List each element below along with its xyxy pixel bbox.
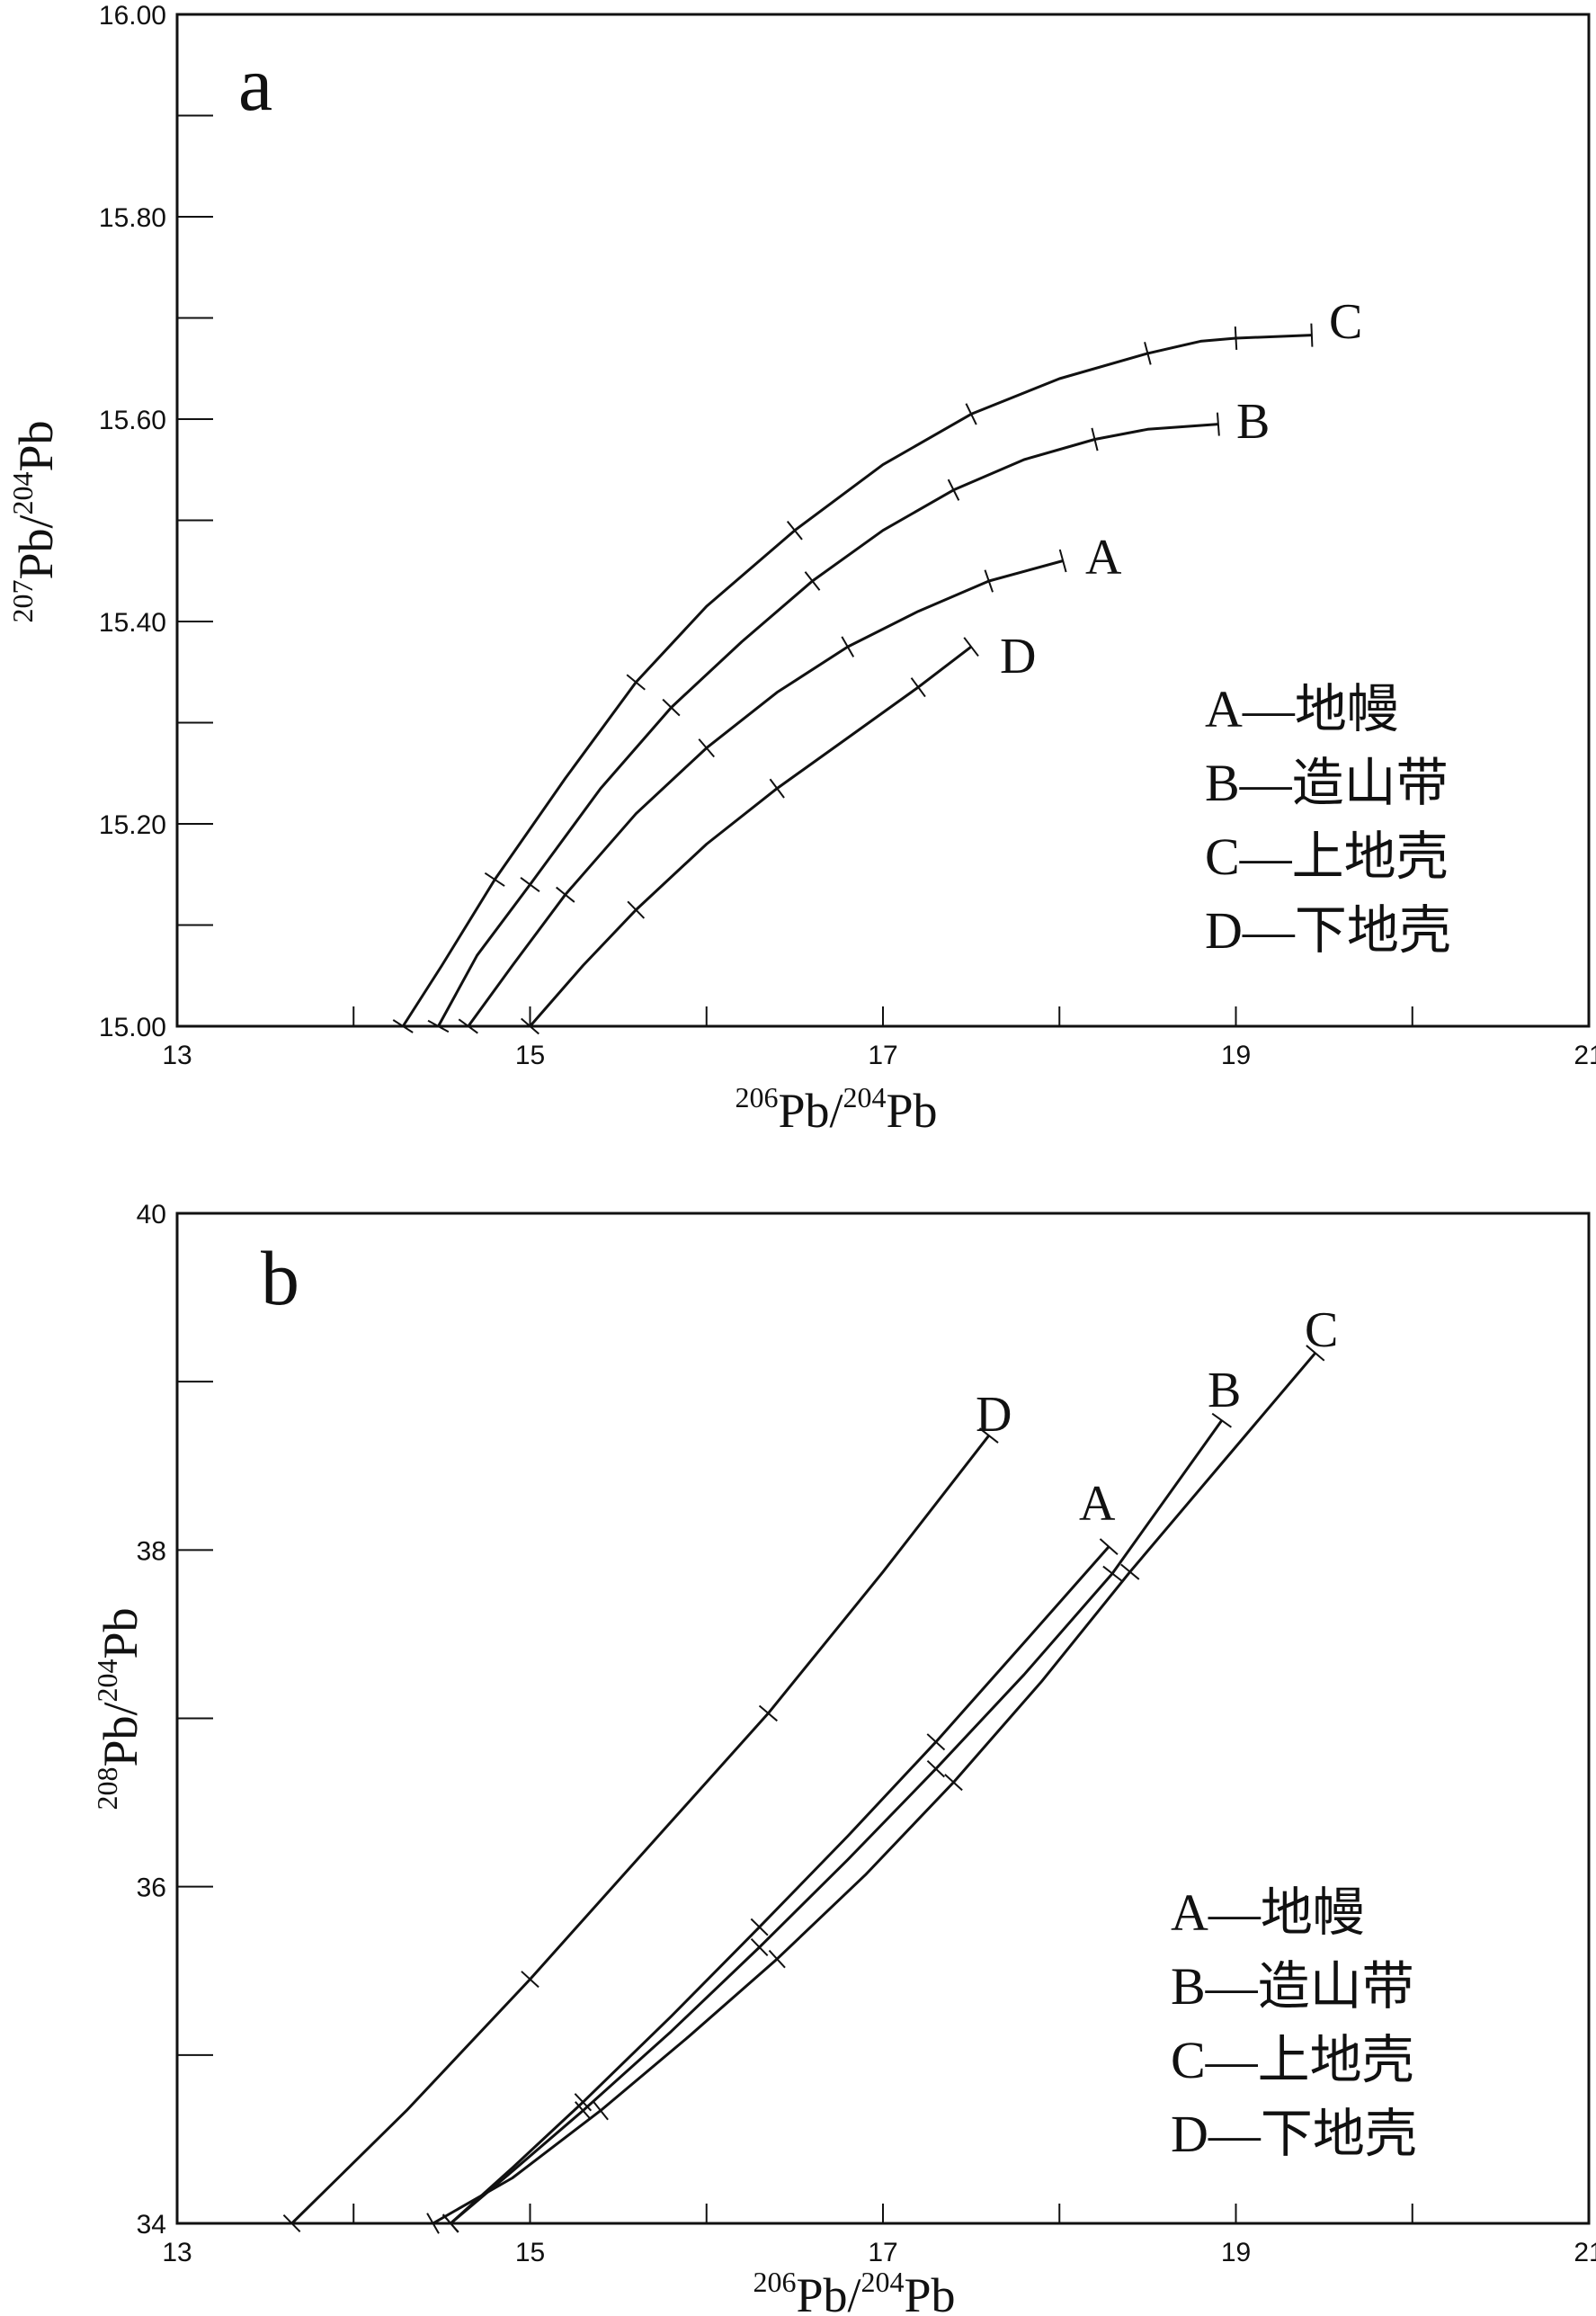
series-label-B: B <box>1236 394 1270 450</box>
series-tick-D <box>627 900 646 919</box>
legend-a: A—地幔 B—造山带 C—上地壳 D—下地壳 <box>1205 680 1451 960</box>
series-tick-C <box>965 403 977 425</box>
panel-label-a: a <box>238 40 272 127</box>
series-tick-D <box>282 2214 301 2232</box>
legend-entry: A—地幔 <box>1205 680 1399 738</box>
series-tick-A <box>556 886 575 903</box>
series-tick-B <box>804 571 821 591</box>
x-axis-title-b: 206Pb/204Pb <box>753 2266 955 2316</box>
series-tick-D <box>963 637 979 657</box>
series-tick-C <box>392 1019 414 1033</box>
y-tick-label: 15.20 <box>99 810 166 840</box>
series-tick-B <box>1211 1412 1232 1428</box>
series-tick-C <box>1120 1563 1140 1580</box>
x-tick-label: 19 <box>1221 1041 1251 1070</box>
series-tick-D <box>910 677 926 698</box>
series-line-C <box>401 334 1312 1027</box>
series-tick-A <box>1058 549 1067 573</box>
series-tick-A <box>1099 1538 1119 1555</box>
series-tick-C <box>768 1949 786 1969</box>
y-tick-label: 15.40 <box>99 608 166 638</box>
y-tick-label: 15.80 <box>99 203 166 233</box>
series-tick-B <box>926 1759 945 1778</box>
series-label-C: C <box>1305 1302 1338 1358</box>
series-label-D: D <box>976 1387 1012 1443</box>
y-axis-title-a: 207Pb/204Pb <box>6 420 63 622</box>
y-tick-label: 15.00 <box>99 1013 166 1042</box>
x-tick-label: 21 <box>1574 1041 1596 1070</box>
x-tick-label: 13 <box>162 2238 192 2267</box>
y-tick-label: 34 <box>137 2210 166 2240</box>
x-tick-label: 15 <box>515 2238 545 2267</box>
series-tick-C <box>1144 342 1152 365</box>
series-label-C: C <box>1329 294 1362 350</box>
series-line-B <box>450 1419 1224 2225</box>
legend-entry: D—下地壳 <box>1205 901 1451 960</box>
y-axis-title-b: 208Pb/204Pb <box>91 1607 147 1810</box>
series-tick-C <box>944 1774 963 1792</box>
legend-entry: B—造山带 <box>1205 754 1449 812</box>
series-label-A: A <box>1085 530 1122 586</box>
y-tick-label: 38 <box>137 1536 166 1566</box>
series-line-C <box>432 1352 1316 2225</box>
series-tick-A <box>750 1918 769 1936</box>
legend-entry: A—地幔 <box>1171 1883 1365 1942</box>
series-tick-C <box>593 2100 609 2121</box>
series-tick-B <box>1102 1565 1123 1582</box>
y-tick-label: 40 <box>137 1200 166 1230</box>
y-tick-label: 36 <box>137 1873 166 1903</box>
series-tick-B <box>662 698 681 717</box>
x-tick-label: 13 <box>162 1041 192 1070</box>
legend-entry: B—造山带 <box>1171 1957 1414 2016</box>
x-tick-label: 19 <box>1221 2238 1251 2267</box>
x-tick-label: 15 <box>515 1041 545 1070</box>
series-label-D: D <box>1000 629 1036 684</box>
x-tick-label: 21 <box>1574 2238 1596 2267</box>
x-tick-label: 17 <box>868 2238 897 2267</box>
x-axis-title-a: 206Pb/204Pb <box>735 1081 937 1138</box>
series-tick-B <box>520 876 540 893</box>
legend-entry: C—上地壳 <box>1171 2031 1414 2089</box>
series-tick-A <box>458 1018 478 1034</box>
series-tick-B <box>427 1019 450 1033</box>
chart-panel-a: a 13 15 17 19 21 15.00 15.20 15.40 15.60 15.80 16.… <box>6 1 1596 1138</box>
series-tick-B <box>1091 427 1099 452</box>
series-tick-B <box>750 1938 769 1957</box>
series-tick-D <box>978 1427 999 1444</box>
series-tick-C <box>1306 1345 1325 1362</box>
series-tick-D <box>521 1971 539 1989</box>
series-tick-C <box>786 520 803 541</box>
series-tick-A <box>574 2093 593 2112</box>
legend-b: A—地幔 B—造山带 C—上地壳 D—下地壳 <box>1171 1883 1417 2163</box>
series-tick-B <box>947 478 960 501</box>
x-tick-label: 17 <box>868 1041 897 1070</box>
series-tick-D <box>521 1017 539 1035</box>
series-label-A: A <box>1079 1476 1116 1532</box>
legend-entry: C—上地壳 <box>1205 827 1449 886</box>
chart-panel-b: b 13 15 17 19 21 34 36 38 40 D A B C A—地幔 B—造山带 C—上… <box>91 1200 1596 2316</box>
series-tick-C <box>1234 326 1238 351</box>
series-label-B: B <box>1208 1363 1241 1418</box>
series-tick-A <box>841 636 855 657</box>
legend-entry: D—下地壳 <box>1171 2105 1417 2163</box>
panel-label-b: b <box>261 1235 299 1321</box>
y-tick-label: 16.00 <box>99 1 166 31</box>
y-tick-label: 15.60 <box>99 406 166 435</box>
series-tick-C <box>626 674 646 691</box>
series-tick-A <box>926 1733 946 1751</box>
series-tick-C <box>426 2213 440 2234</box>
series-tick-D <box>769 778 785 799</box>
series-tick-B <box>1216 412 1220 436</box>
series-line-A <box>467 559 1064 1027</box>
series-tick-C <box>1310 323 1314 347</box>
series-tick-C <box>484 872 505 887</box>
series-tick-B <box>575 2101 592 2121</box>
series-tick-D <box>758 1704 778 1722</box>
series-tick-A <box>984 569 994 593</box>
series-line-D <box>529 645 973 1027</box>
series-tick-A <box>698 738 715 758</box>
series-line-D <box>290 1435 990 2225</box>
